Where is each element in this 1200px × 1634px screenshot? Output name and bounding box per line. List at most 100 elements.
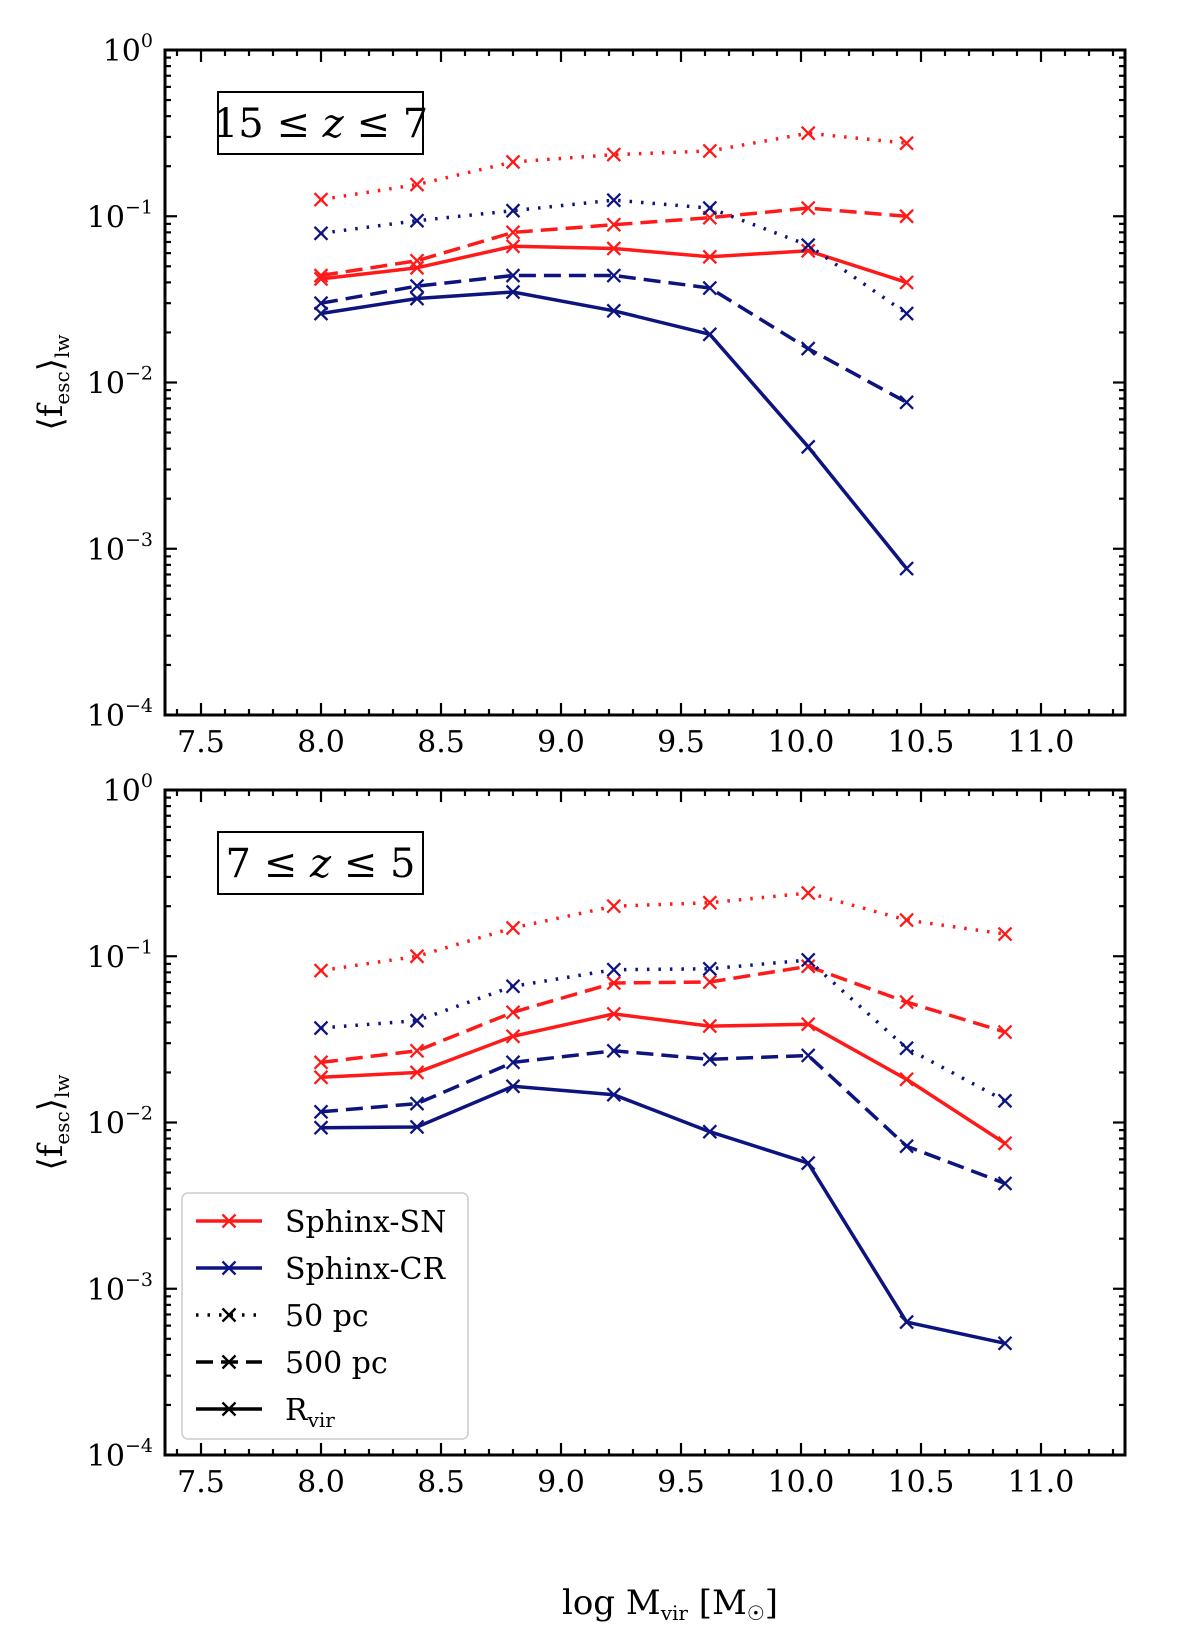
data-point xyxy=(702,143,718,159)
legend-entry: Sphinx-SN xyxy=(196,1205,446,1240)
data-point xyxy=(313,225,329,241)
series-line xyxy=(320,290,908,570)
legend: Sphinx-SN Sphinx-CR 50 pc 500 pc Rvir xyxy=(181,1192,469,1440)
series-line xyxy=(320,1012,1006,1145)
data-point xyxy=(702,1051,718,1067)
x-tick-label: 9.0 xyxy=(537,1465,585,1500)
data-point xyxy=(702,961,718,977)
svg-text:7 ≤ z ≤ 5: 7 ≤ z ≤ 5 xyxy=(226,841,416,887)
series-sphinx-cr-50pc xyxy=(313,952,1013,1109)
series-line xyxy=(320,206,907,278)
data-point xyxy=(702,280,718,296)
redshift-annotation: 7 ≤ z ≤ 5 xyxy=(217,831,424,895)
data-point xyxy=(505,1028,521,1044)
data-point xyxy=(800,952,816,968)
x-tick-label: 7.5 xyxy=(177,725,225,760)
data-point xyxy=(505,284,521,300)
data-point xyxy=(800,885,816,901)
data-point xyxy=(702,1124,718,1140)
data-point xyxy=(409,1065,425,1080)
data-point xyxy=(409,1119,425,1135)
series-sphinx-sn-500pc xyxy=(313,958,1013,1070)
series-sphinx-cr-50pc xyxy=(313,192,914,321)
data-point xyxy=(409,291,425,306)
data-point xyxy=(313,1020,329,1036)
data-point xyxy=(800,341,816,356)
legend-label: Sphinx-CR xyxy=(285,1252,446,1287)
series-sphinx-cr-rvir xyxy=(313,284,914,576)
data-point xyxy=(409,1043,425,1059)
legend-marker xyxy=(221,1213,237,1229)
data-point xyxy=(800,125,816,141)
data-point xyxy=(899,994,914,1010)
data-point xyxy=(409,213,425,229)
data-point xyxy=(800,958,816,974)
data-point xyxy=(313,192,329,207)
data-point xyxy=(505,225,521,240)
data-point xyxy=(409,1096,425,1111)
legend-entry: 500 pc xyxy=(196,1346,388,1381)
data-point xyxy=(606,975,622,991)
series-line xyxy=(320,273,908,404)
legend-marker xyxy=(221,1401,237,1417)
legend-marker xyxy=(221,1307,237,1323)
data-point xyxy=(702,974,718,990)
data-point xyxy=(997,1335,1013,1351)
data-point xyxy=(606,303,622,319)
data-point xyxy=(505,1055,521,1070)
y-tick-label: 10−1 xyxy=(87,196,153,235)
data-point xyxy=(409,177,425,192)
bottom-panel: 7.5 8.0 8.5 9.0 9.5 10.0 10.5 11.0 10−4 10−3 10−2 1… xyxy=(31,770,1127,1500)
series-sphinx-sn-rvir xyxy=(313,238,914,290)
data-point xyxy=(606,192,622,208)
series-sphinx-sn-50pc xyxy=(313,125,914,207)
series-sphinx-cr-rvir xyxy=(313,1079,1013,1351)
series-sphinx-cr-500pc xyxy=(313,1043,1013,1191)
series-line xyxy=(320,891,1006,973)
legend-entry: Rvir xyxy=(196,1393,335,1432)
data-point xyxy=(313,295,329,311)
data-point xyxy=(505,268,521,283)
data-point xyxy=(899,1138,914,1154)
series-line xyxy=(320,1049,1006,1186)
data-point xyxy=(899,561,914,576)
series-sphinx-sn-50pc xyxy=(313,885,1013,978)
data-point xyxy=(606,898,622,914)
data-point xyxy=(899,208,914,224)
data-point xyxy=(702,200,718,216)
y-axis-label: ⟨fesc⟩lw xyxy=(31,1075,74,1171)
data-point xyxy=(606,962,622,978)
data-point xyxy=(505,1079,521,1094)
data-point xyxy=(313,1069,329,1085)
data-point xyxy=(800,1016,816,1032)
data-point xyxy=(800,200,816,216)
data-point xyxy=(409,260,425,276)
y-tick-label: 10−4 xyxy=(87,1435,153,1474)
legend-entry: 50 pc xyxy=(196,1299,369,1334)
data-point xyxy=(997,1176,1013,1191)
data-point xyxy=(800,439,816,455)
y-tick-label: 10−1 xyxy=(87,936,153,975)
y-tick-label: 10−3 xyxy=(87,1269,153,1308)
data-point xyxy=(409,278,425,294)
series-sphinx-sn-rvir xyxy=(313,1006,1013,1151)
y-tick-label: 100 xyxy=(103,770,153,809)
series-line xyxy=(320,198,908,315)
data-point xyxy=(899,306,914,321)
legend-frame xyxy=(181,1192,469,1440)
data-point xyxy=(997,926,1013,942)
data-point xyxy=(505,920,521,936)
x-tick-label: 10.5 xyxy=(888,1465,955,1500)
y-tick-label: 10−2 xyxy=(87,1103,153,1142)
data-point xyxy=(702,1018,718,1034)
data-point xyxy=(702,326,718,342)
redshift-annotation: 15 ≤ z ≤ 7 xyxy=(213,91,428,155)
data-point xyxy=(313,271,329,287)
x-tick-label: 11.0 xyxy=(1008,1465,1075,1500)
data-point xyxy=(899,1040,914,1056)
data-point xyxy=(505,154,521,170)
data-point xyxy=(702,895,718,910)
series-sphinx-sn-500pc xyxy=(313,200,914,283)
series-line xyxy=(320,964,1006,1065)
